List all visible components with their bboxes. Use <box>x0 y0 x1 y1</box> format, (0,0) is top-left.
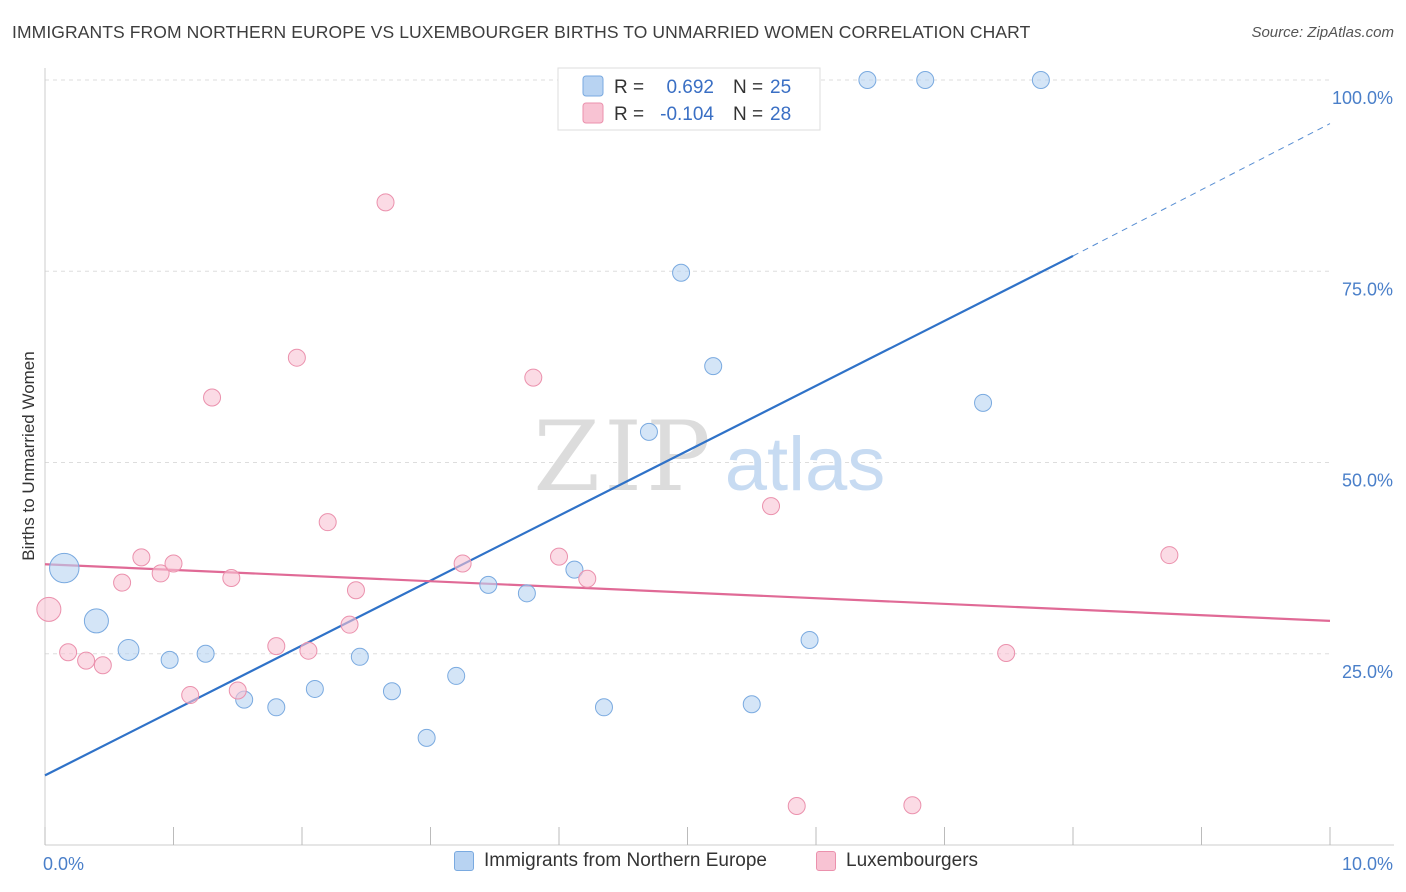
legend-swatch-pink <box>582 102 604 124</box>
data-point-blue-16 <box>594 698 613 717</box>
data-point-pink-1 <box>36 596 62 622</box>
trend-line-1 <box>44 254 1074 777</box>
data-point-blue-24 <box>974 393 993 412</box>
data-point-pink-8 <box>164 554 183 573</box>
legend-r-label-2: R = <box>614 104 644 125</box>
data-point-pink-25 <box>787 796 806 815</box>
x-tick-label-0: 0.0% <box>43 854 84 874</box>
data-point-blue-25 <box>1031 71 1050 89</box>
y-axis-title: Births to Unmarried Women <box>19 351 38 560</box>
y-tick-label-50: 50.0% <box>1342 471 1393 491</box>
legend: R = 0.692 N = 25 R = -0.104 N = 28 <box>557 67 821 131</box>
data-point-blue-11 <box>417 728 436 747</box>
trend-line-extension-1 <box>1072 123 1331 257</box>
data-point-pink-5 <box>113 573 132 592</box>
y-tick-label-100: 100.0% <box>1332 88 1393 108</box>
data-point-pink-7 <box>151 564 170 583</box>
legend-r-value-2: -0.104 <box>660 104 714 125</box>
trend-lines <box>44 123 1331 777</box>
data-point-pink-18 <box>346 581 365 600</box>
data-point-pink-3 <box>77 651 96 670</box>
data-point-blue-20 <box>742 695 761 714</box>
data-point-pink-17 <box>340 615 359 634</box>
data-point-blue-10 <box>382 682 401 701</box>
legend-r-value-1: 0.692 <box>666 77 714 98</box>
data-points <box>36 71 1179 815</box>
trend-line-2 <box>44 563 1331 622</box>
data-point-pink-16 <box>318 513 337 532</box>
data-point-pink-6 <box>132 548 151 567</box>
data-point-blue-21 <box>800 630 819 649</box>
axes <box>44 68 1394 846</box>
data-point-pink-9 <box>181 686 200 705</box>
bottom-legend-label-2: Luxembourgers <box>846 850 979 871</box>
bottom-legend-label-1: Immigrants from Northern Europe <box>484 850 767 871</box>
legend-n-label-1: N = <box>733 77 763 98</box>
data-point-pink-4 <box>93 656 112 675</box>
bottom-legend-series1: Immigrants from Northern Europe <box>454 850 767 872</box>
data-point-blue-12 <box>447 666 466 685</box>
data-point-blue-4 <box>160 650 179 669</box>
data-point-pink-19 <box>376 193 395 212</box>
data-point-pink-22 <box>550 547 568 566</box>
bottom-legend-swatch-blue <box>454 851 474 871</box>
data-point-pink-15 <box>299 641 318 660</box>
data-point-blue-9 <box>350 647 369 666</box>
data-point-blue-17 <box>639 422 658 441</box>
data-point-pink-10 <box>203 388 222 407</box>
data-point-blue-13 <box>479 575 498 594</box>
data-point-blue-8 <box>305 679 324 698</box>
data-point-blue-7 <box>267 698 286 717</box>
data-point-blue-15 <box>565 560 584 579</box>
bottom-legend-series2: Luxembourgers <box>816 850 978 872</box>
data-point-pink-13 <box>267 637 286 656</box>
legend-n-label-2: N = <box>733 104 763 125</box>
y-tick-label-75: 75.0% <box>1342 279 1393 299</box>
watermark: ZIP atlas <box>533 401 885 513</box>
data-point-blue-2 <box>83 608 109 634</box>
data-point-blue-18 <box>672 263 691 282</box>
data-point-pink-21 <box>524 368 543 387</box>
legend-r-label-1: R = <box>614 77 644 98</box>
data-point-pink-28 <box>1160 546 1179 565</box>
tick-labels: 25.0% 50.0% 75.0% 100.0% 0.0% 10.0% <box>43 88 1393 874</box>
data-point-pink-12 <box>228 681 247 700</box>
data-point-pink-2 <box>59 643 78 662</box>
watermark-zip: ZIP <box>533 401 714 513</box>
data-point-pink-27 <box>997 643 1016 662</box>
data-point-blue-3 <box>117 639 140 661</box>
watermark-atlas: atlas <box>725 422 886 507</box>
bottom-legend-swatch-pink <box>816 851 836 871</box>
legend-n-value-1: 25 <box>770 77 791 98</box>
data-point-blue-19 <box>704 357 723 376</box>
data-point-blue-22 <box>858 71 877 89</box>
data-point-pink-14 <box>287 348 306 367</box>
x-tick-label-1: 10.0% <box>1342 854 1393 874</box>
y-tick-label-25: 25.0% <box>1342 662 1393 682</box>
data-point-blue-1 <box>49 552 80 584</box>
data-point-blue-23 <box>916 71 935 89</box>
bottom-legend: Immigrants from Northern Europe Luxembou… <box>0 850 1406 880</box>
legend-n-value-2: 28 <box>770 104 791 125</box>
grid-lines <box>45 79 1330 655</box>
data-point-pink-24 <box>762 497 781 516</box>
data-point-pink-20 <box>453 554 472 573</box>
data-point-blue-5 <box>196 644 215 663</box>
data-point-pink-11 <box>222 569 241 588</box>
legend-swatch-blue <box>582 75 604 97</box>
data-point-blue-14 <box>517 584 536 603</box>
source-label: Source: ZipAtlas.com <box>1251 24 1394 41</box>
chart-title: IMMIGRANTS FROM NORTHERN EUROPE VS LUXEM… <box>12 22 1031 42</box>
data-point-pink-23 <box>578 569 597 588</box>
data-point-pink-26 <box>903 796 922 815</box>
